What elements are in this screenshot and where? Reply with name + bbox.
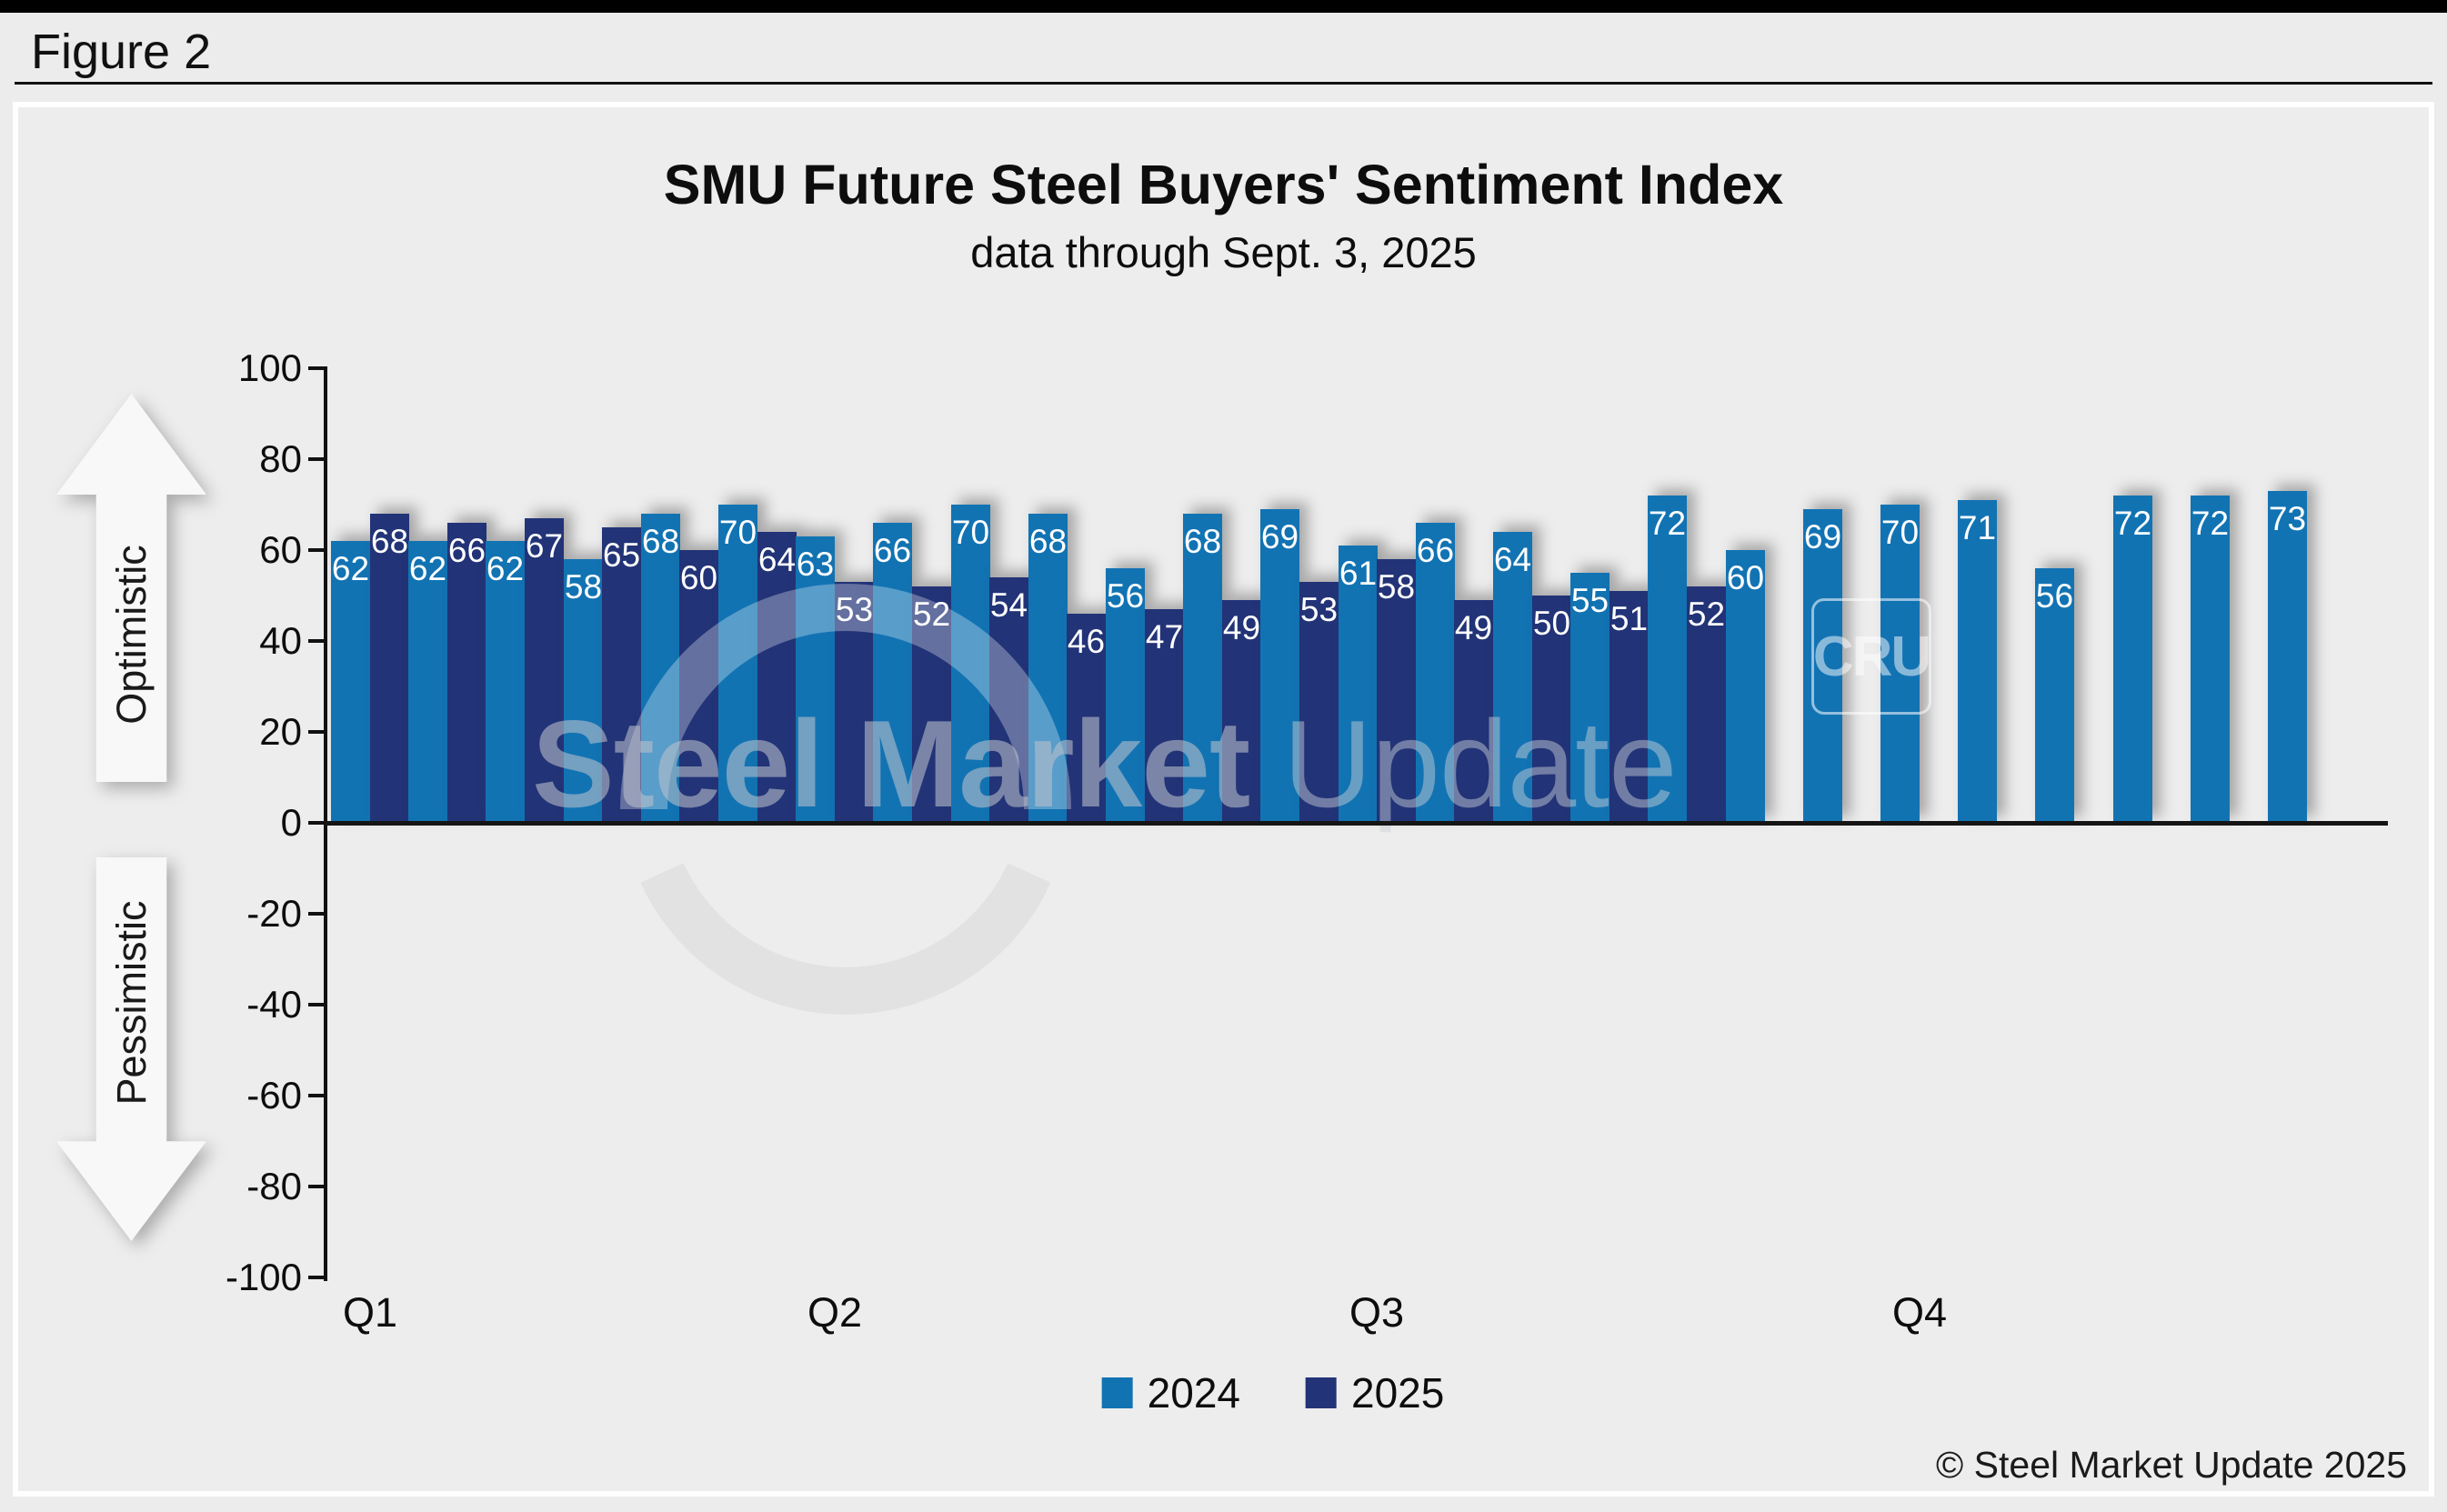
legend-label-2025: 2025: [1351, 1369, 1445, 1417]
legend-label-2024: 2024: [1147, 1369, 1240, 1417]
figure-label: Figure 2: [31, 25, 212, 79]
copyright: © Steel Market Update 2025: [1936, 1444, 2407, 1486]
chart-subtitle: data through Sept. 3, 2025: [970, 228, 1477, 276]
legend-item-2024: 2024: [1101, 1368, 1240, 1417]
header-divider: [15, 82, 2432, 85]
chart-panel: [13, 102, 2434, 1497]
top-border-bar: [0, 0, 2447, 13]
chart-title: SMU Future Steel Buyers' Sentiment Index: [663, 154, 1784, 215]
legend-swatch-2024: [1101, 1377, 1133, 1408]
legend: 2024 2025: [1101, 1368, 1444, 1417]
legend-item-2025: 2025: [1306, 1368, 1444, 1417]
legend-swatch-2025: [1306, 1377, 1337, 1408]
